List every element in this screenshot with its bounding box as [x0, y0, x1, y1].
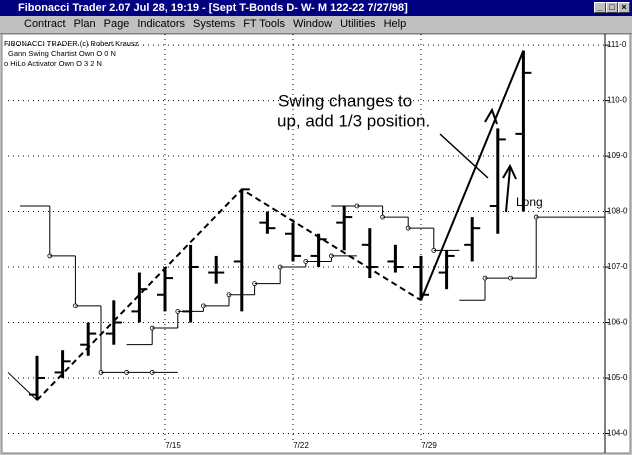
menu-item[interactable]: Contract	[24, 18, 66, 30]
y-tick-label: 105-0	[607, 373, 628, 382]
swing-line	[420, 50, 525, 301]
x-tick-label: 7/22	[293, 441, 309, 450]
y-tick-label: 107-0	[607, 262, 628, 271]
y-tick-label: 110-0	[607, 96, 627, 105]
chart-background	[1, 34, 631, 454]
annotation: Swing changes to	[278, 91, 412, 110]
menu-list: Contract Plan Page Indicators Systems FT Tool…	[24, 16, 414, 33]
arrow-head	[502, 163, 517, 180]
x-tick-label: 7/15	[165, 441, 181, 450]
menu-item[interactable]: FT Tools	[243, 18, 285, 30]
y-tick-label: 108-0	[607, 207, 628, 216]
menu-item[interactable]: Page	[103, 18, 130, 30]
title-bar: Fibonacci Trader 2.07 Jul 28, 19:19 - [S…	[0, 0, 632, 16]
minimize-button[interactable]: _	[594, 2, 606, 13]
y-tick-label: 106-0	[607, 318, 628, 327]
menu-item[interactable]: Plan	[73, 18, 96, 30]
menu-item[interactable]: Window	[292, 18, 333, 30]
menu-item[interactable]: Utilities	[340, 18, 376, 30]
window-title: Fibonacci Trader 2.07 Jul 28, 19:19 - [S…	[18, 2, 408, 14]
chart: 111-0 110-0 109-0 108-0 107-0 106-0 105-0 104-0…	[1, 34, 631, 454]
menu-item[interactable]: Systems	[193, 18, 236, 30]
x-tick-label: 7/29	[421, 441, 437, 450]
menu-item[interactable]: Help	[383, 18, 407, 30]
menu-bar: Contract Plan Page Indicators Systems FT Tool…	[0, 16, 632, 34]
header-text: Gann Swing Chartist Own O 0 N	[8, 49, 116, 58]
maximize-button[interactable]: □	[606, 2, 618, 13]
header-text: o HiLo Activator Own O 3 2 N	[4, 59, 102, 68]
y-tick-label: 104-0	[607, 429, 628, 438]
annotation: Long	[516, 195, 543, 209]
menu-item[interactable]: Indicators	[137, 18, 186, 30]
y-tick-label: 111-0	[607, 40, 627, 49]
close-button[interactable]: ×	[618, 2, 630, 13]
long-arrow	[505, 167, 511, 213]
arrow-head	[484, 107, 498, 125]
annotation: up, add 1/3 position.	[277, 111, 430, 130]
header-text: FIBONACCI TRADER (c) Robert Krausz	[4, 39, 139, 48]
pointer-line	[439, 133, 489, 179]
y-tick-label: 109-0	[607, 151, 628, 160]
